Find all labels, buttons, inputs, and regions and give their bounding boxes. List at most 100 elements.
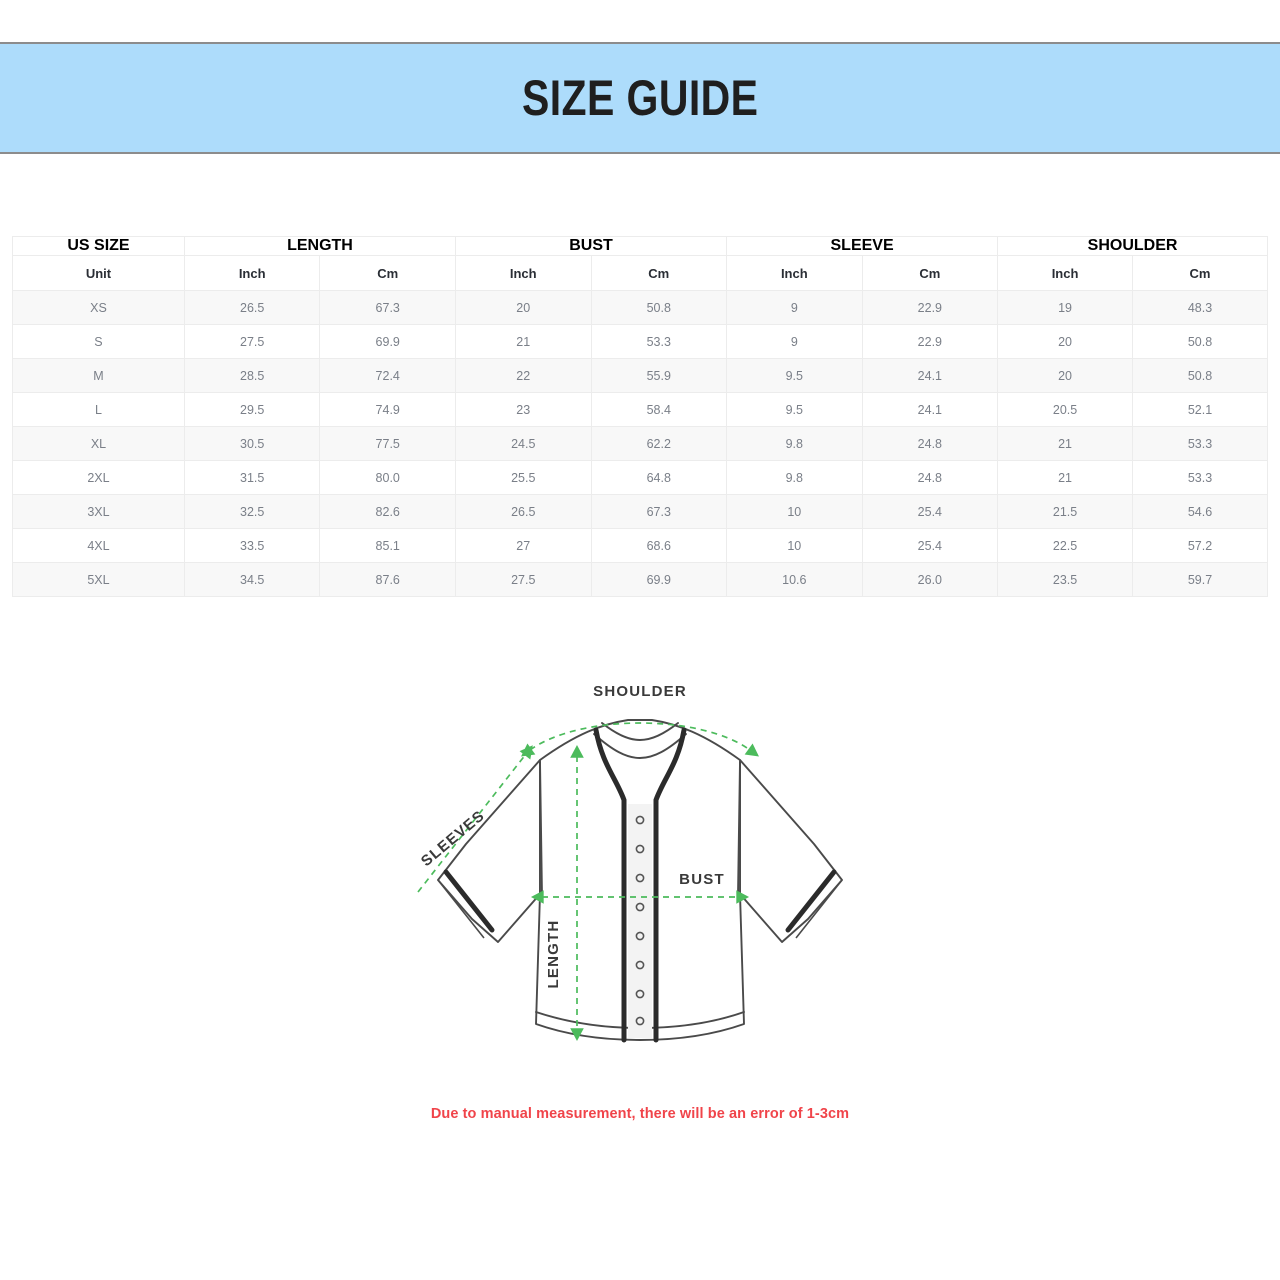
cell-size: L [12, 392, 185, 427]
cell-shoulder-cm: 53.3 [1132, 426, 1268, 461]
size-table-container: US SIZE LENGTH BUST SLEEVE SHOULDER Unit… [12, 236, 1268, 597]
cell-bust-inch: 23 [454, 392, 592, 427]
cell-length-inch: 34.5 [183, 562, 321, 597]
group-header-sleeve: SLEEVE [726, 236, 999, 256]
sleeves-measure-line [417, 745, 533, 893]
group-header-shoulder: SHOULDER [997, 236, 1268, 256]
jersey-buttons [635, 815, 645, 1026]
cell-size: 5XL [12, 562, 185, 597]
cell-sleeve-inch: 9 [726, 324, 863, 359]
cell-bust-inch: 22 [454, 358, 592, 393]
table-row: S 27.5 69.9 21 53.3 9 22.9 20 50.8 [12, 324, 1268, 359]
cell-sleeve-inch: 10.6 [726, 562, 863, 597]
cell-length-inch: 27.5 [183, 324, 321, 359]
cell-sleeve-cm: 22.9 [861, 324, 999, 359]
cell-length-cm: 69.9 [319, 324, 456, 359]
jersey-placket-fill [628, 804, 652, 1038]
cell-size: M [12, 358, 185, 393]
size-guide-banner: SIZE GUIDE [0, 42, 1280, 154]
cell-length-cm: 85.1 [319, 528, 456, 563]
unit-header-length-inch: Inch [183, 255, 321, 291]
cell-bust-inch: 25.5 [454, 460, 592, 495]
cell-sleeve-inch: 9 [726, 290, 863, 325]
cell-bust-cm: 50.8 [590, 290, 728, 325]
group-header-length: LENGTH [183, 236, 456, 256]
cell-shoulder-inch: 22.5 [997, 528, 1134, 563]
unit-header-shoulder-inch: Inch [997, 255, 1134, 291]
cell-sleeve-inch: 9.8 [726, 460, 863, 495]
cell-length-inch: 26.5 [183, 290, 321, 325]
bust-label: BUST [679, 871, 725, 888]
cell-sleeve-cm: 26.0 [861, 562, 999, 597]
cell-shoulder-cm: 52.1 [1132, 392, 1268, 427]
group-header-bust: BUST [454, 236, 728, 256]
unit-header-sleeve-inch: Inch [726, 255, 863, 291]
cell-bust-cm: 67.3 [590, 494, 728, 529]
jersey-placket-trim [593, 727, 687, 1043]
cell-sleeve-inch: 10 [726, 528, 863, 563]
table-row: 4XL 33.5 85.1 27 68.6 10 25.4 22.5 57.2 [12, 528, 1268, 563]
table-row: L 29.5 74.9 23 58.4 9.5 24.1 20.5 52.1 [12, 392, 1268, 427]
cell-size: 4XL [12, 528, 185, 563]
cell-sleeve-cm: 24.8 [861, 460, 999, 495]
cell-size: S [12, 324, 185, 359]
unit-header-sleeve-cm: Cm [861, 255, 999, 291]
unit-header-shoulder-cm: Cm [1132, 255, 1268, 291]
cell-sleeve-inch: 10 [726, 494, 863, 529]
cell-shoulder-inch: 23.5 [997, 562, 1134, 597]
cell-length-inch: 30.5 [183, 426, 321, 461]
cell-bust-inch: 24.5 [454, 426, 592, 461]
cell-shoulder-cm: 50.8 [1132, 324, 1268, 359]
cell-length-cm: 67.3 [319, 290, 456, 325]
cell-bust-cm: 69.9 [590, 562, 728, 597]
cell-bust-inch: 27 [454, 528, 592, 563]
cell-bust-inch: 26.5 [454, 494, 592, 529]
group-header-us-size: US SIZE [12, 236, 185, 256]
table-row: XL 30.5 77.5 24.5 62.2 9.8 24.8 21 53.3 [12, 426, 1268, 461]
unit-header-bust-cm: Cm [590, 255, 728, 291]
cell-bust-inch: 21 [454, 324, 592, 359]
cell-length-cm: 77.5 [319, 426, 456, 461]
cell-length-inch: 31.5 [183, 460, 321, 495]
page-title: SIZE GUIDE [521, 70, 759, 126]
cell-shoulder-cm: 54.6 [1132, 494, 1268, 529]
cell-shoulder-inch: 20.5 [997, 392, 1134, 427]
cell-length-inch: 29.5 [183, 392, 321, 427]
table-row: M 28.5 72.4 22 55.9 9.5 24.1 20 50.8 [12, 358, 1268, 393]
jersey-measurement-diagram: SHOULDER SLEEVES BUST LENGTH [0, 672, 1280, 1142]
cell-shoulder-cm: 48.3 [1132, 290, 1268, 325]
cell-shoulder-inch: 19 [997, 290, 1134, 325]
jersey-diagram-svg: SHOULDER SLEEVES BUST LENGTH [417, 683, 843, 1043]
cell-size: 3XL [12, 494, 185, 529]
unit-header-bust-inch: Inch [454, 255, 592, 291]
table-row: XS 26.5 67.3 20 50.8 9 22.9 19 48.3 [12, 290, 1268, 325]
cell-shoulder-inch: 20 [997, 324, 1134, 359]
cell-length-cm: 72.4 [319, 358, 456, 393]
measurement-disclaimer: Due to manual measurement, there will be… [430, 1106, 850, 1122]
cell-bust-cm: 64.8 [590, 460, 728, 495]
table-group-header-row: US SIZE LENGTH BUST SLEEVE SHOULDER [12, 236, 1268, 256]
cell-bust-cm: 68.6 [590, 528, 728, 563]
cell-sleeve-cm: 24.1 [861, 358, 999, 393]
cell-length-cm: 82.6 [319, 494, 456, 529]
cell-bust-cm: 53.3 [590, 324, 728, 359]
cell-shoulder-inch: 21.5 [997, 494, 1134, 529]
cell-bust-inch: 27.5 [454, 562, 592, 597]
cell-shoulder-inch: 21 [997, 426, 1134, 461]
unit-header-length-cm: Cm [319, 255, 456, 291]
table-unit-header-row: Unit Inch Cm Inch Cm Inch Cm Inch Cm [12, 255, 1268, 291]
cell-size: 2XL [12, 460, 185, 495]
cell-bust-cm: 62.2 [590, 426, 728, 461]
cell-sleeve-cm: 24.1 [861, 392, 999, 427]
cell-sleeve-cm: 25.4 [861, 494, 999, 529]
size-table: US SIZE LENGTH BUST SLEEVE SHOULDER Unit… [12, 236, 1268, 597]
cell-length-cm: 87.6 [319, 562, 456, 597]
cell-length-cm: 74.9 [319, 392, 456, 427]
cell-shoulder-inch: 21 [997, 460, 1134, 495]
cell-shoulder-cm: 50.8 [1132, 358, 1268, 393]
cell-length-inch: 28.5 [183, 358, 321, 393]
length-label: LENGTH [545, 920, 562, 989]
cell-sleeve-cm: 22.9 [861, 290, 999, 325]
cell-sleeve-inch: 9.5 [726, 392, 863, 427]
